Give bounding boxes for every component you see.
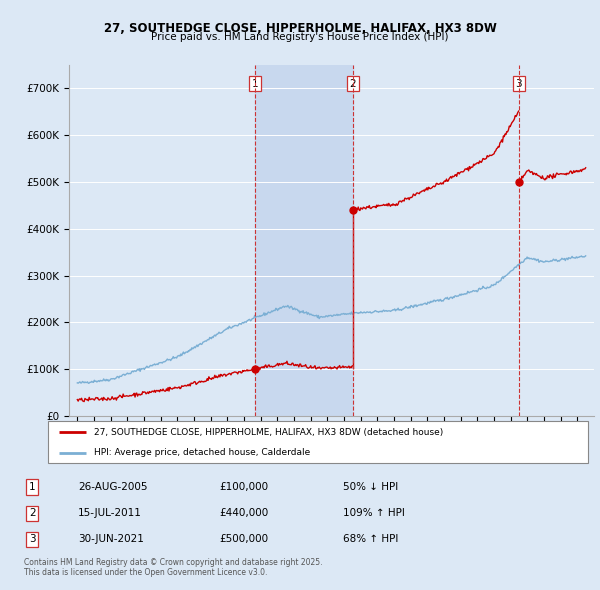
Text: 3: 3 — [515, 78, 522, 88]
Bar — [255, 65, 353, 416]
Text: 30-JUN-2021: 30-JUN-2021 — [78, 535, 144, 545]
Text: 1: 1 — [251, 78, 258, 88]
Point — [250, 365, 260, 374]
Text: 26-AUG-2005: 26-AUG-2005 — [78, 482, 148, 492]
Point — [348, 205, 358, 215]
Text: 109% ↑ HPI: 109% ↑ HPI — [343, 508, 405, 518]
Text: 2: 2 — [350, 78, 356, 88]
Text: 27, SOUTHEDGE CLOSE, HIPPERHOLME, HALIFAX, HX3 8DW (detached house): 27, SOUTHEDGE CLOSE, HIPPERHOLME, HALIFA… — [94, 428, 443, 437]
FancyBboxPatch shape — [48, 421, 588, 463]
Text: £440,000: £440,000 — [220, 508, 269, 518]
Text: 2: 2 — [29, 508, 35, 518]
Text: HPI: Average price, detached house, Calderdale: HPI: Average price, detached house, Cald… — [94, 448, 310, 457]
Text: Contains HM Land Registry data © Crown copyright and database right 2025.
This d: Contains HM Land Registry data © Crown c… — [24, 558, 323, 577]
Text: Price paid vs. HM Land Registry's House Price Index (HPI): Price paid vs. HM Land Registry's House … — [151, 32, 449, 42]
Text: 27, SOUTHEDGE CLOSE, HIPPERHOLME, HALIFAX, HX3 8DW: 27, SOUTHEDGE CLOSE, HIPPERHOLME, HALIFA… — [104, 22, 496, 35]
Text: £100,000: £100,000 — [220, 482, 268, 492]
Text: 50% ↓ HPI: 50% ↓ HPI — [343, 482, 398, 492]
Text: 15-JUL-2011: 15-JUL-2011 — [78, 508, 142, 518]
Text: 1: 1 — [29, 482, 35, 492]
Text: 68% ↑ HPI: 68% ↑ HPI — [343, 535, 398, 545]
Text: 3: 3 — [29, 535, 35, 545]
Text: £500,000: £500,000 — [220, 535, 268, 545]
Point — [514, 177, 524, 186]
